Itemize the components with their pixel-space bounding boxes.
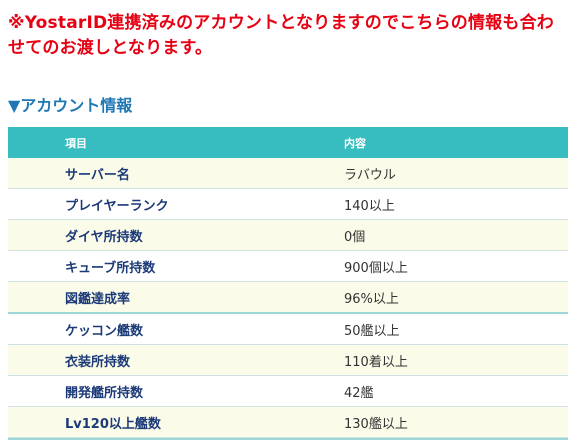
row-value: 140以上 xyxy=(287,188,568,220)
row-value: 0個 xyxy=(287,219,568,251)
row-key: 図鑑達成率 xyxy=(8,281,287,314)
header-item: 項目 xyxy=(65,136,87,150)
table-row: キューブ所持数 900個以上 xyxy=(8,250,568,282)
table-bottom-border xyxy=(8,438,568,440)
row-value: 130艦以上 xyxy=(287,406,568,438)
row-value: 96%以上 xyxy=(287,281,568,314)
table-header-row: 項目 内容 xyxy=(8,127,568,158)
row-key: キューブ所持数 xyxy=(8,250,287,282)
table-row: ケッコン艦数 50艦以上 xyxy=(8,312,568,345)
row-key: 衣装所持数 xyxy=(8,344,287,376)
table-row: 衣装所持数 110着以上 xyxy=(8,344,568,376)
table-row: 開発艦所持数 42艦 xyxy=(8,375,568,407)
account-notice: ※YostarID連携済みのアカウントとなりますのでこちらの情報も合わせてのお渡… xyxy=(8,13,554,58)
row-value: ラバウル xyxy=(287,158,568,189)
table-row: 図鑑達成率 96%以上 xyxy=(8,281,568,314)
row-key: プレイヤーランク xyxy=(8,188,287,220)
table-row: Lv120以上艦数 130艦以上 xyxy=(8,406,568,438)
row-value: 900個以上 xyxy=(287,250,568,282)
row-value: 50艦以上 xyxy=(287,312,568,345)
header-content: 内容 xyxy=(344,136,366,150)
row-key: Lv120以上艦数 xyxy=(8,406,287,438)
row-key: ケッコン艦数 xyxy=(8,312,287,345)
section-title: ▼アカウント情報 xyxy=(8,96,133,115)
row-key: サーバー名 xyxy=(8,158,287,189)
row-key: ダイヤ所持数 xyxy=(8,219,287,251)
table-row: ダイヤ所持数 0個 xyxy=(8,219,568,251)
row-value: 42艦 xyxy=(287,375,568,407)
row-value: 110着以上 xyxy=(287,344,568,376)
row-key: 開発艦所持数 xyxy=(8,375,287,407)
table-row: プレイヤーランク 140以上 xyxy=(8,188,568,220)
table-row: サーバー名 ラバウル xyxy=(8,158,568,189)
account-info-table: 項目 内容 サーバー名 ラバウル プレイヤーランク 140以上 ダイヤ所持数 0… xyxy=(8,127,568,440)
